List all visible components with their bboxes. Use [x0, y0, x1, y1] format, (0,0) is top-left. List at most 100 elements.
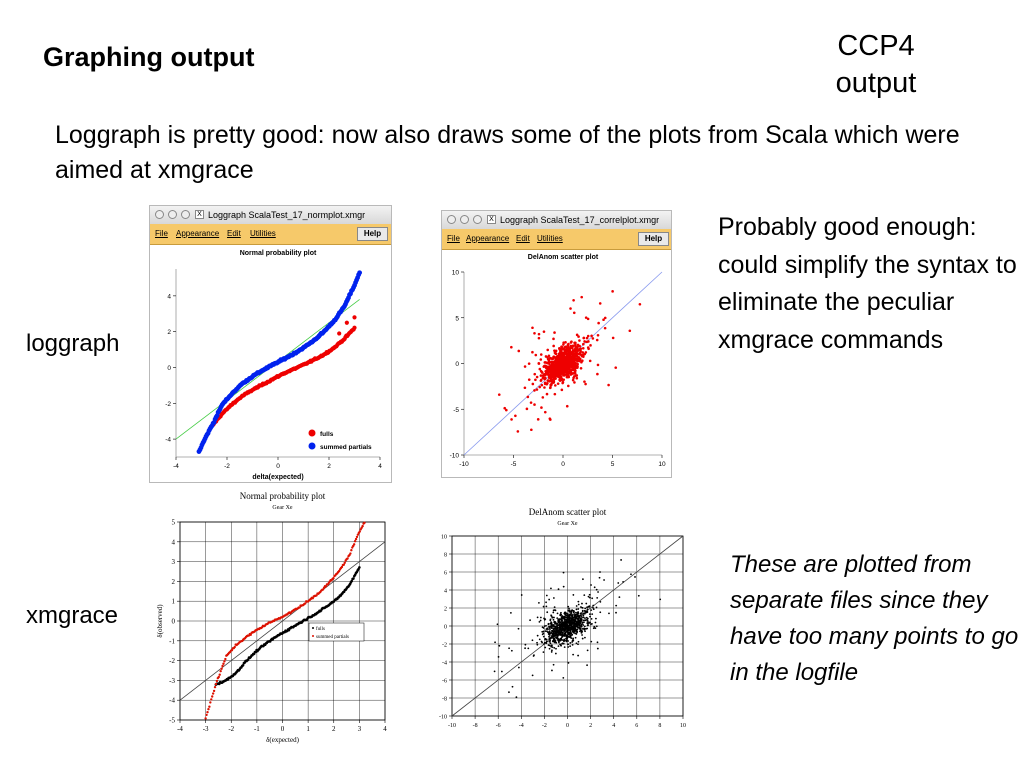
help-button[interactable]: Help	[638, 232, 669, 246]
data-point	[575, 333, 579, 337]
chart-title: DelAnom scatter plot	[529, 507, 607, 517]
x-tick-label: -2	[542, 723, 547, 727]
y-tick-label: 5	[455, 315, 459, 322]
data-point	[551, 368, 555, 372]
data-point-summed-partials	[346, 557, 349, 560]
legend-label-fulls: fulls	[320, 431, 334, 438]
y-tick-label: -5	[453, 407, 459, 414]
menu-file[interactable]: File	[155, 229, 168, 238]
data-point	[574, 636, 577, 639]
data-point	[552, 355, 556, 358]
data-point	[540, 370, 544, 374]
x-tick-label: 1	[306, 725, 310, 733]
data-point	[580, 295, 584, 299]
data-point	[530, 428, 533, 432]
data-point	[524, 647, 526, 650]
x-tick-label: 2	[332, 725, 336, 733]
close-window-button[interactable]	[155, 210, 164, 219]
data-point	[549, 619, 552, 622]
y-tick-label: -4	[442, 661, 447, 667]
data-point	[569, 630, 572, 633]
menubar: File Appearance Edit Utilities Help	[150, 224, 391, 245]
data-point-summed-partials	[208, 705, 211, 708]
data-point	[552, 609, 555, 612]
data-point	[586, 664, 588, 667]
data-point	[577, 600, 580, 603]
data-point	[574, 614, 577, 617]
menu-edit[interactable]: Edit	[227, 229, 241, 238]
xmgrace-normal-plot: Normal probability plot Gear Xe -4 -3 -2 -1 0 1…	[152, 490, 397, 745]
data-point	[556, 382, 560, 385]
window-titlebar[interactable]: X Loggraph ScalaTest_17_correlplot.xmgr	[442, 211, 671, 230]
data-point	[590, 584, 592, 586]
data-point	[505, 408, 508, 412]
data-point	[548, 367, 552, 371]
data-point	[575, 608, 578, 611]
data-point	[572, 368, 575, 372]
data-point-summed-partials	[349, 552, 352, 555]
data-point	[561, 381, 564, 385]
data-point	[551, 646, 554, 649]
maximize-window-button[interactable]	[473, 215, 482, 224]
data-point	[559, 365, 562, 369]
data-point	[552, 344, 555, 348]
data-point	[582, 624, 585, 626]
data-point	[594, 621, 597, 624]
minimize-window-button[interactable]	[168, 210, 177, 219]
x-tick-label: 5	[611, 461, 615, 468]
data-point	[562, 676, 565, 679]
x-tick-label: 4	[383, 725, 387, 733]
data-point	[566, 347, 570, 351]
menu-edit[interactable]: Edit	[516, 234, 530, 243]
data-point	[573, 361, 577, 365]
normplot-window: X Loggraph ScalaTest_17_normplot.xmgr Fi…	[149, 205, 392, 483]
data-point-summed-partials	[218, 673, 221, 676]
data-point	[493, 670, 496, 673]
data-point	[510, 649, 513, 652]
data-point	[552, 366, 556, 370]
data-point	[562, 343, 565, 346]
y-tick-label: -2	[165, 401, 171, 408]
data-point	[560, 633, 562, 636]
data-point	[581, 606, 584, 609]
row-label-loggraph: loggraph	[26, 330, 120, 357]
data-point	[583, 340, 586, 343]
menu-file[interactable]: File	[447, 234, 460, 243]
maximize-window-button[interactable]	[181, 210, 190, 219]
window-titlebar[interactable]: X Loggraph ScalaTest_17_normplot.xmgr	[150, 206, 391, 225]
data-point	[568, 607, 570, 610]
data-points	[204, 521, 366, 720]
menu-utilities[interactable]: Utilities	[250, 229, 276, 238]
data-point	[590, 640, 593, 643]
help-button[interactable]: Help	[357, 227, 388, 241]
x-app-icon: X	[487, 215, 496, 224]
data-point	[618, 596, 621, 599]
data-point	[534, 378, 537, 382]
x-tick-label: 10	[680, 723, 686, 727]
data-point	[564, 349, 568, 352]
chart-title: Normal probability plot	[240, 491, 326, 501]
data-point	[508, 691, 510, 694]
data-point	[500, 670, 503, 673]
normal-probability-plot: Normal probability plot -4 -2 0 2 4 4 2 0 -2 -4 del…	[165, 250, 382, 481]
data-point	[551, 629, 554, 632]
close-window-button[interactable]	[447, 215, 456, 224]
data-point-summed-partials	[212, 689, 216, 693]
data-point	[564, 373, 568, 376]
data-point-summed-partials	[207, 707, 210, 711]
data-point	[554, 350, 557, 353]
data-point	[547, 358, 551, 362]
menu-utilities[interactable]: Utilities	[537, 234, 563, 243]
data-point	[568, 616, 571, 619]
menu-appearance[interactable]: Appearance	[176, 229, 220, 238]
data-point	[574, 357, 577, 360]
data-point	[555, 647, 557, 650]
data-point	[567, 365, 571, 368]
menu-appearance[interactable]: Appearance	[466, 234, 510, 243]
data-point	[569, 634, 571, 637]
x-tick-label: 3	[358, 725, 362, 733]
minimize-window-button[interactable]	[460, 215, 469, 224]
data-point	[586, 608, 589, 611]
x-tick-label: 0	[561, 461, 565, 468]
data-point	[548, 625, 550, 628]
